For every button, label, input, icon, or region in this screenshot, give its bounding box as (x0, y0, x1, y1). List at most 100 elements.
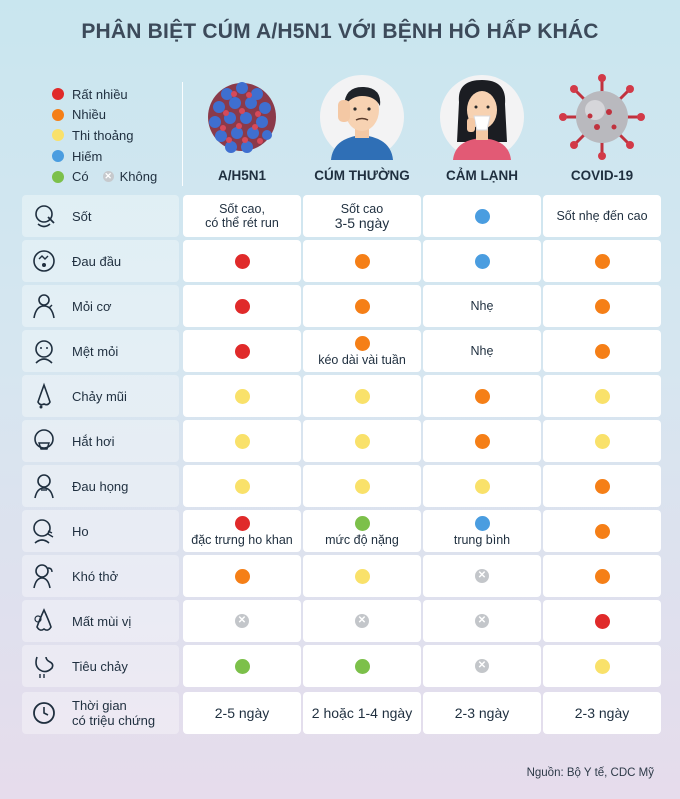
fatigue-icon (35, 340, 53, 364)
cell-covid (543, 375, 661, 417)
cell-covid (543, 420, 661, 462)
muscle-ache-icon (33, 294, 55, 319)
row-label: Đau họng (72, 478, 129, 494)
x-mark-icon: ✕ (475, 614, 489, 628)
cell-cam-lanh (423, 375, 541, 417)
yellow-dot-icon (354, 568, 370, 584)
cell-text: Nhẹ (470, 299, 494, 313)
column-label: CẢM LẠNH (446, 168, 518, 183)
cell-cam-lanh: ✕ (423, 555, 541, 597)
cell-cum-thuong: mức độ nặng (303, 510, 421, 552)
cell-cam-lanh: 2-3 ngày (423, 692, 541, 734)
row-label: Hắt hơi (72, 433, 115, 449)
yellow-dot-icon (594, 658, 610, 674)
orange-dot-icon (594, 343, 610, 359)
cell-covid (543, 240, 661, 282)
cell-h5n1: Sốt cao, có thể rét run (183, 195, 301, 237)
cell-note: kéo dài vài tuần (318, 352, 406, 367)
sick-man-headache-icon (320, 75, 404, 160)
blue-dot-icon (474, 253, 490, 269)
duration-value: 2-3 ngày (454, 705, 510, 721)
sick-woman-tissue-icon (440, 75, 524, 160)
red-dot-icon (594, 613, 610, 629)
yellow-dot-icon (52, 129, 64, 142)
cell-covid (543, 330, 661, 372)
cell-note: trung bình (453, 532, 511, 547)
symptom-row-tieu-chay: Tiêu chảy ✕ (22, 645, 662, 687)
row-label: Mất mùi vị (72, 613, 132, 629)
source-note: Nguồn: Bộ Y tế, CDC Mỹ (526, 767, 654, 779)
cell-cum-thuong (303, 375, 421, 417)
yellow-dot-icon (234, 478, 250, 494)
red-dot-icon (234, 298, 250, 314)
cell-h5n1 (183, 240, 301, 282)
row-label: Chảy mũi (72, 388, 127, 404)
page-title: PHÂN BIỆT CÚM A/H5N1 VỚI BỆNH HÔ HẤP KHÁ… (81, 20, 599, 43)
cell-cum-thuong: Sốt cao 3-5 ngày (303, 195, 421, 237)
fever-icon (35, 205, 55, 228)
legend-label: Rất nhiều (72, 86, 128, 102)
row-label: Thời gian (72, 698, 127, 713)
h5n1-virus-icon (208, 82, 276, 153)
cell-covid (543, 510, 661, 552)
orange-dot-icon (234, 568, 250, 584)
cell-h5n1: đặc trưng ho khan (183, 510, 301, 552)
cell-covid (543, 555, 661, 597)
symptom-row-met-moi: Mệt mỏi kéo dài vài tuần Nhẹ (22, 330, 662, 372)
cell-text-line2: 3-5 ngày (334, 215, 390, 231)
cell-text: Sốt cao (340, 202, 384, 216)
cell-h5n1 (183, 375, 301, 417)
legend-item-nhieu: Nhiều (52, 105, 157, 126)
legend-item-hiem: Hiếm (52, 146, 157, 167)
row-label-cell: Mỏi cơ (22, 285, 179, 327)
row-label-cell: Thời gian có triệu chứng (22, 692, 179, 734)
cell-h5n1 (183, 645, 301, 687)
duration-value: 2-5 ngày (214, 705, 270, 721)
row-label-line2: có triệu chứng (72, 713, 156, 728)
column-header-h5n1: A/H5N1 (183, 72, 301, 183)
cell-note: đặc trưng ho khan (191, 532, 293, 547)
symptom-row-thoi-gian: Thời gian có triệu chứng 2-5 ngày 2 hoặc… (22, 692, 662, 734)
cell-h5n1: ✕ (183, 600, 301, 642)
orange-dot-icon (354, 253, 370, 269)
legend-label: Thi thoảng (72, 127, 134, 143)
legend-label: Nhiều (72, 107, 106, 123)
orange-dot-icon (474, 433, 490, 449)
runny-nose-icon (37, 382, 51, 409)
cell-cam-lanh: ✕ (423, 600, 541, 642)
cell-cam-lanh (423, 240, 541, 282)
orange-dot-icon (594, 523, 610, 539)
cell-text: Sốt nhẹ đến cao (556, 209, 648, 223)
cell-cam-lanh: Nhẹ (423, 285, 541, 327)
cell-covid: 2-3 ngày (543, 692, 661, 734)
row-label: Ho (72, 523, 89, 539)
row-label-cell: Hắt hơi (22, 420, 179, 462)
diarrhea-icon (35, 656, 54, 678)
orange-dot-icon (594, 298, 610, 314)
sneeze-icon (34, 429, 54, 450)
row-label-cell: Tiêu chảy (22, 645, 179, 687)
row-label-cell: Đau họng (22, 465, 179, 507)
row-label: Khó thở (72, 568, 119, 584)
legend-item-rat-nhieu: Rất nhiều (52, 84, 157, 105)
cell-h5n1 (183, 555, 301, 597)
symptom-row-ho: Ho đặc trưng ho khan mức độ nặng trung b… (22, 510, 662, 552)
symptom-row-dau-hong: Đau họng (22, 465, 662, 507)
cell-h5n1 (183, 465, 301, 507)
cough-icon (33, 519, 54, 544)
orange-dot-icon (354, 335, 370, 351)
cell-covid: Sốt nhẹ đến cao (543, 195, 661, 237)
legend-label: Có (72, 169, 89, 185)
row-label-cell: Khó thở (22, 555, 179, 597)
loss-of-smell-icon (34, 608, 52, 631)
yellow-dot-icon (594, 388, 610, 404)
red-dot-icon (234, 515, 250, 531)
column-label: A/H5N1 (217, 168, 266, 183)
cell-cam-lanh: Nhẹ (423, 330, 541, 372)
x-mark-icon: ✕ (475, 659, 489, 673)
column-header-cum-thuong: CÚM THƯỜNG (303, 72, 421, 183)
sore-throat-icon (34, 474, 54, 499)
red-dot-icon (52, 88, 64, 101)
row-label-cell: Đau đầu (22, 240, 179, 282)
cell-cam-lanh (423, 465, 541, 507)
